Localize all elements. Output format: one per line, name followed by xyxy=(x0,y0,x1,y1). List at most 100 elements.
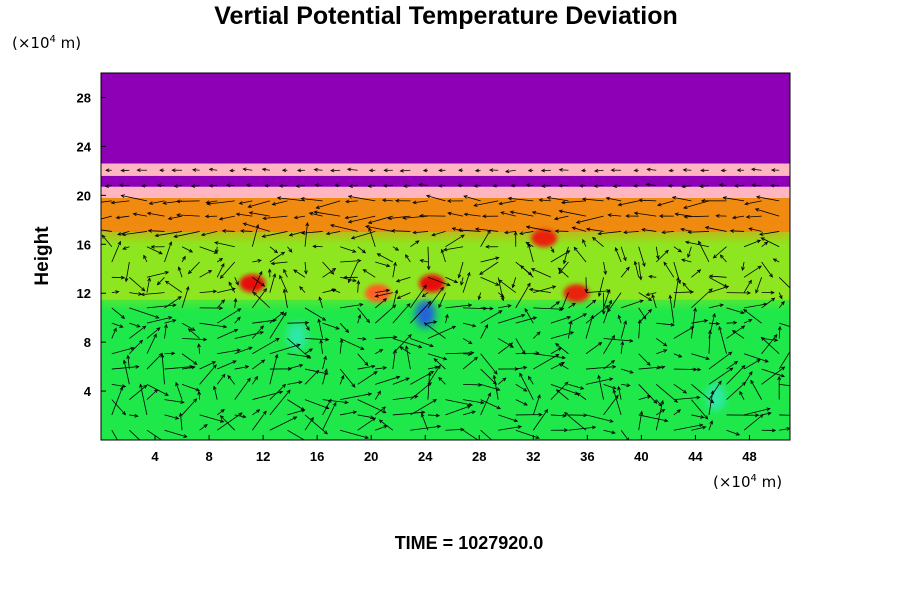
wind-vector xyxy=(347,215,376,224)
wind-vector xyxy=(668,168,674,173)
wind-vector xyxy=(221,229,235,233)
wind-vector xyxy=(620,320,627,339)
wind-vector xyxy=(315,200,341,209)
wind-vector xyxy=(497,277,505,302)
wind-vector xyxy=(438,292,446,309)
heatmap-layers xyxy=(101,73,790,440)
wind-vector xyxy=(708,367,734,385)
wind-vector xyxy=(761,241,769,248)
wind-vector xyxy=(691,353,710,360)
wind-vector xyxy=(105,168,112,173)
wind-vector xyxy=(110,200,130,205)
wind-vector xyxy=(593,184,604,188)
wind-vector xyxy=(159,168,165,173)
wind-vector xyxy=(331,288,341,293)
wind-vector xyxy=(748,227,762,232)
wind-vector xyxy=(101,215,112,220)
wind-vector xyxy=(525,241,534,248)
wind-vector xyxy=(617,314,622,324)
wind-vector xyxy=(122,359,130,385)
wind-vector xyxy=(217,348,242,355)
wind-vector xyxy=(375,288,391,293)
wind-vector xyxy=(681,184,692,189)
wind-vector xyxy=(419,259,429,263)
wind-vector xyxy=(558,363,569,370)
heatmap-blend-1 xyxy=(101,226,790,239)
wind-vector xyxy=(656,409,666,416)
wind-vector xyxy=(325,231,341,236)
wind-vector xyxy=(673,395,701,401)
wind-vector xyxy=(111,290,120,294)
wind-vector xyxy=(365,224,393,232)
wind-vector xyxy=(778,300,785,309)
wind-vector xyxy=(525,183,534,188)
wind-vector xyxy=(164,429,188,438)
wind-vector xyxy=(655,246,660,260)
x-tick-label: 28 xyxy=(472,449,486,464)
wind-vector xyxy=(671,195,692,202)
wind-vector xyxy=(181,365,196,370)
wind-vector xyxy=(279,274,288,293)
wind-vector xyxy=(633,183,639,188)
wind-vector xyxy=(645,182,657,187)
wind-vector xyxy=(655,399,663,407)
wind-vector xyxy=(410,338,434,348)
wind-vector xyxy=(515,412,543,417)
wind-vector xyxy=(412,230,428,235)
wind-vector xyxy=(633,211,657,217)
wind-vector xyxy=(761,411,772,416)
wind-vector xyxy=(761,261,773,278)
wind-vector xyxy=(445,399,474,407)
wind-vector xyxy=(218,215,235,221)
wind-vector xyxy=(269,311,285,324)
wind-vector xyxy=(199,289,218,294)
wind-vector xyxy=(375,366,388,370)
wind-vector xyxy=(555,343,569,355)
wind-vector xyxy=(477,292,482,301)
wind-vector xyxy=(655,249,669,263)
wind-vector xyxy=(392,348,397,370)
wind-vector xyxy=(340,392,373,401)
wind-vector xyxy=(684,240,710,248)
wind-vector xyxy=(421,292,429,298)
wind-vector xyxy=(216,258,224,263)
wind-vector xyxy=(617,200,639,207)
wind-vector xyxy=(718,325,727,354)
wind-vector xyxy=(638,384,658,404)
wind-vector xyxy=(197,390,202,400)
wind-vector xyxy=(488,168,499,172)
wind-vector xyxy=(317,318,323,339)
wind-vector xyxy=(777,375,782,400)
wind-vector xyxy=(633,168,639,173)
wind-vector xyxy=(445,427,465,432)
wind-vector xyxy=(485,244,499,249)
wind-vector xyxy=(427,365,439,370)
wind-vector xyxy=(410,399,438,416)
wind-vector xyxy=(392,246,400,251)
wind-vector xyxy=(573,246,587,263)
wind-vector xyxy=(299,286,306,293)
wind-vector xyxy=(691,384,715,404)
wind-vector xyxy=(750,379,762,400)
wind-vector xyxy=(779,322,790,327)
wind-vector xyxy=(532,394,541,416)
wind-vector xyxy=(269,353,279,385)
x-tick-label: 48 xyxy=(742,449,756,464)
wind-vector xyxy=(603,338,634,343)
wind-vector xyxy=(504,230,516,235)
wind-vector xyxy=(633,260,640,278)
wind-vector xyxy=(515,399,528,406)
wind-vector xyxy=(585,227,604,232)
x-tick-label: 16 xyxy=(310,449,324,464)
wind-vector xyxy=(204,214,218,219)
wind-vector xyxy=(146,316,173,324)
wind-vector xyxy=(120,194,148,202)
wind-vector xyxy=(532,408,549,431)
wind-vector xyxy=(322,399,349,405)
wind-vector xyxy=(645,292,657,297)
wind-vector xyxy=(498,425,523,431)
wind-vector xyxy=(340,410,358,416)
wind-vector xyxy=(357,364,376,370)
wind-vector xyxy=(357,307,371,324)
wind-vector xyxy=(498,200,516,206)
